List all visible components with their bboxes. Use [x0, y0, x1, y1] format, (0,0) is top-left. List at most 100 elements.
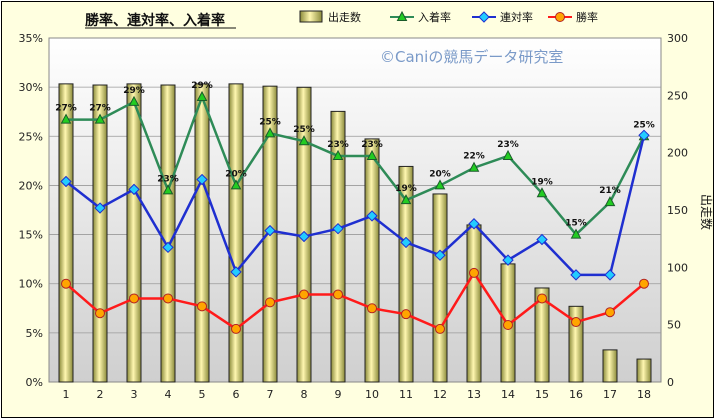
x-tick-label: 6 — [233, 388, 240, 401]
y-left-tick-label: 30% — [19, 81, 43, 94]
data-label: 29% — [123, 86, 145, 96]
x-tick-label: 10 — [365, 388, 379, 401]
legend-marker — [478, 11, 490, 23]
point — [231, 323, 241, 334]
x-tick-label: 4 — [165, 388, 172, 401]
data-labels: 27% 27% 29% 23% 29% 20% 25% 25% 23% 23% 19% 20% 22% 2… — [55, 81, 655, 229]
point — [196, 173, 208, 186]
point — [95, 308, 105, 319]
bar — [466, 224, 482, 383]
bar — [228, 83, 244, 383]
point — [197, 301, 207, 312]
x-tick-label: 16 — [569, 388, 583, 401]
point — [94, 113, 106, 124]
x-tick-label: 2 — [97, 388, 104, 401]
point — [162, 184, 174, 195]
gridlines — [49, 86, 661, 334]
y-left-tick-label: 35% — [19, 32, 43, 45]
point — [502, 149, 514, 160]
x-tick-label: 9 — [335, 388, 342, 401]
x-tick-label: 3 — [131, 388, 138, 401]
point — [128, 183, 140, 196]
bar — [330, 110, 346, 383]
y-left-tick-label: 20% — [19, 179, 43, 192]
point — [434, 249, 446, 261]
bar — [126, 83, 142, 383]
x-tick-label: 5 — [199, 388, 206, 401]
data-label: 20% — [225, 169, 247, 179]
y-right-tick-label: 150 — [667, 204, 688, 217]
point — [502, 254, 514, 266]
y-left-tick-label: 5% — [26, 327, 43, 340]
y-right-tick-label: 0 — [667, 376, 674, 389]
point — [264, 224, 276, 237]
data-label: 27% — [89, 104, 111, 114]
legend-entry: 連対率 — [500, 10, 533, 24]
point — [298, 135, 310, 146]
point — [536, 233, 548, 246]
markers — [60, 90, 650, 334]
x-tick-label: 11 — [399, 388, 413, 401]
bar — [602, 349, 618, 383]
point — [60, 175, 72, 188]
data-label: 19% — [531, 177, 553, 187]
point — [571, 317, 581, 328]
data-label: 25% — [259, 117, 281, 127]
x-tick-label: 7 — [267, 388, 274, 401]
point — [537, 293, 547, 304]
legend: 出走数 入着率 連対率 勝率 — [299, 10, 598, 24]
bar — [92, 84, 108, 383]
point — [605, 307, 615, 318]
data-label: 29% — [191, 81, 213, 91]
point — [400, 194, 412, 205]
data-label: 22% — [463, 152, 485, 162]
x-tick-label: 14 — [501, 388, 515, 401]
data-label: 25% — [633, 120, 655, 130]
legend-marker — [555, 12, 565, 22]
point — [570, 269, 582, 281]
y-right-tick-label: 100 — [667, 261, 688, 274]
point — [332, 222, 344, 235]
series-line — [65, 270, 645, 331]
data-label: 21% — [599, 186, 621, 196]
point — [298, 230, 310, 243]
legend-entry: 出走数 — [328, 10, 361, 24]
point — [503, 319, 513, 330]
y-right-tick-label: 50 — [667, 319, 681, 332]
point — [434, 179, 446, 190]
bar — [160, 84, 176, 383]
point — [94, 202, 106, 214]
x-tick-label: 1 — [63, 388, 70, 401]
point — [604, 269, 616, 281]
bar — [432, 193, 448, 383]
point — [230, 179, 242, 190]
point — [366, 149, 378, 160]
point — [536, 187, 548, 198]
data-label: 23% — [157, 174, 179, 184]
data-label: 19% — [395, 184, 417, 194]
point — [230, 266, 242, 278]
data-label: 23% — [327, 140, 349, 150]
bar — [534, 287, 550, 383]
legend-entry: 入着率 — [418, 10, 451, 24]
point — [265, 297, 275, 308]
legend-entry: 勝率 — [576, 10, 598, 24]
point — [299, 289, 309, 300]
series-line — [66, 93, 646, 237]
y-right-tick-label: 250 — [667, 89, 688, 102]
y-left-tick-label: 25% — [19, 130, 43, 143]
y2-axis-label: 出走数 — [699, 194, 714, 230]
x-tick-label: 17 — [603, 388, 617, 401]
point — [333, 289, 343, 300]
x-tick-label: 8 — [301, 388, 308, 401]
point — [163, 293, 173, 304]
point — [60, 113, 72, 124]
data-label: 27% — [55, 104, 77, 114]
point — [400, 236, 412, 249]
point — [639, 278, 649, 289]
point — [468, 161, 480, 172]
axes: 0% 5% 10% 15% 20% 25% 30% 35% 0 50 100 150 200 250 300… — [19, 32, 688, 401]
x-tick-label: 13 — [467, 388, 481, 401]
y-right-tick-label: 300 — [667, 32, 688, 45]
watermark: ©Caniの競馬データ研究室 — [380, 48, 563, 66]
